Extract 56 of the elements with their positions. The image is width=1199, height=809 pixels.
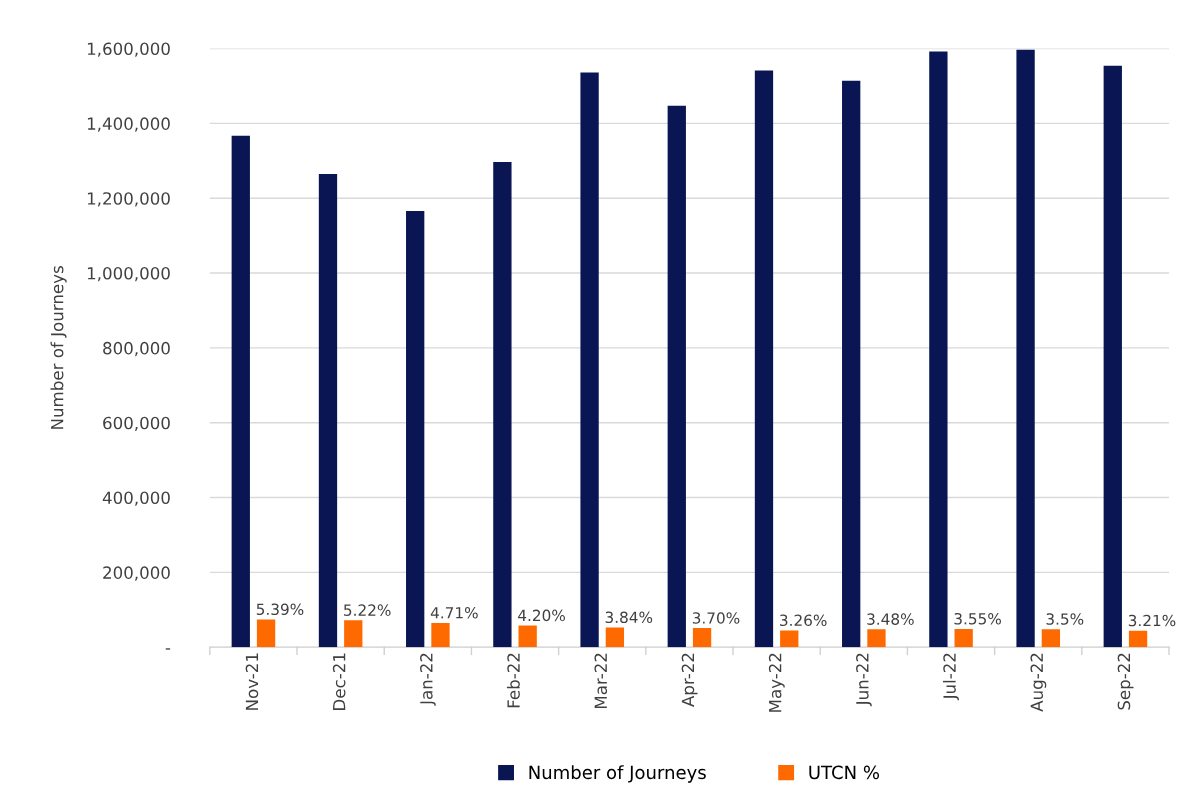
bar bbox=[1041, 629, 1061, 648]
x-tick-label: Dec-21 bbox=[332, 653, 346, 710]
data-label: 4.20% bbox=[518, 609, 565, 622]
data-label: 4.71% bbox=[430, 606, 478, 619]
legend-label: UTCN % bbox=[809, 765, 880, 780]
data-label: 3.84% bbox=[605, 611, 653, 624]
y-tick-label: 1,000,000 bbox=[87, 267, 170, 282]
x-tick-label: Jan-22 bbox=[420, 653, 436, 706]
y-tick-label: 1,600,000 bbox=[87, 42, 170, 57]
x-tick-label: May-22 bbox=[768, 653, 785, 712]
legend-label: Number of Journeys bbox=[529, 765, 706, 783]
bar bbox=[780, 630, 799, 648]
y-tick-label: 400,000 bbox=[102, 491, 170, 506]
y-tick-label: 800,000 bbox=[103, 341, 170, 357]
data-label: 3.5% bbox=[1046, 613, 1084, 625]
bar bbox=[605, 627, 625, 648]
x-tick-label: Nov-21 bbox=[245, 653, 259, 710]
x-tick-label: Mar-22 bbox=[594, 653, 608, 709]
bar bbox=[493, 161, 512, 648]
bar bbox=[867, 629, 886, 648]
bar bbox=[754, 70, 774, 648]
y-tick-label: 200,000 bbox=[103, 566, 170, 581]
x-tick-label: Apr-22 bbox=[681, 653, 698, 707]
bar bbox=[518, 625, 537, 648]
bar bbox=[692, 628, 712, 648]
bar bbox=[344, 620, 363, 648]
bar bbox=[842, 80, 861, 648]
bar bbox=[318, 173, 338, 648]
bar bbox=[431, 622, 450, 648]
bar bbox=[231, 135, 250, 648]
y-tick-label: 1,200,000 bbox=[87, 192, 170, 207]
bar bbox=[406, 210, 425, 648]
x-tick-label: Jun-22 bbox=[856, 653, 872, 707]
bar bbox=[256, 619, 276, 648]
bar bbox=[929, 51, 948, 648]
bar bbox=[1016, 49, 1035, 648]
x-tick-label: Jul-22 bbox=[942, 653, 959, 701]
y-tick-label: - bbox=[165, 648, 171, 650]
data-label: 5.39% bbox=[256, 603, 304, 616]
bar bbox=[1128, 630, 1148, 648]
bar bbox=[667, 105, 686, 648]
data-label: 3.55% bbox=[954, 612, 1001, 625]
y-tick-label: 1,400,000 bbox=[87, 117, 170, 132]
data-label: 5.22% bbox=[344, 604, 391, 616]
data-label: 3.26% bbox=[780, 614, 827, 627]
y-tick-label: 600,000 bbox=[103, 416, 170, 431]
bar bbox=[1103, 65, 1122, 648]
x-tick-label: Aug-22 bbox=[1030, 653, 1047, 712]
data-label: 3.21% bbox=[1128, 614, 1176, 627]
y-axis-title: Number of Journeys bbox=[50, 266, 67, 429]
data-label: 3.70% bbox=[692, 612, 740, 624]
bar bbox=[954, 628, 973, 648]
bar bbox=[580, 72, 599, 648]
x-tick-label: Sep-22 bbox=[1117, 653, 1134, 710]
x-tick-label: Feb-22 bbox=[506, 653, 520, 708]
data-label: 3.48% bbox=[867, 613, 914, 625]
